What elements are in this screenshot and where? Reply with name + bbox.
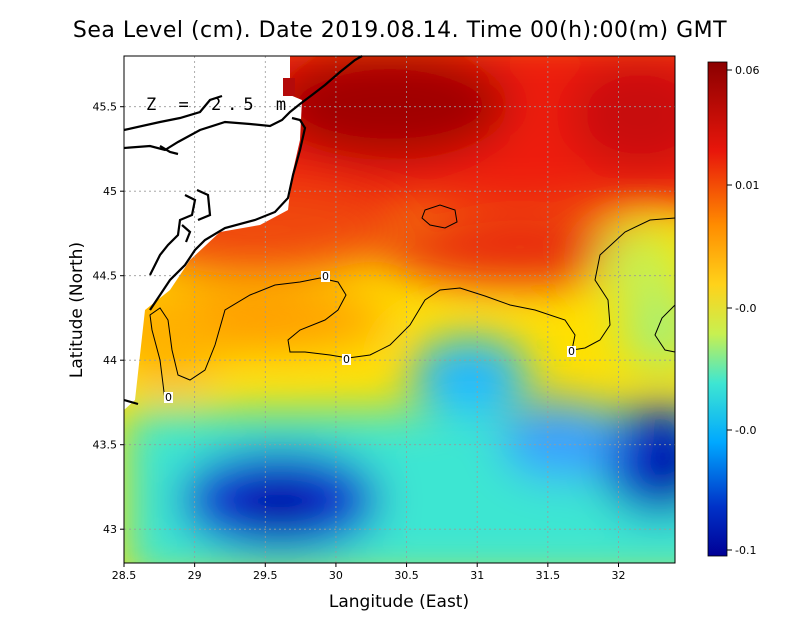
colorbar-tick-label: 0.01 — [735, 179, 760, 192]
x-tick-label: 29 — [188, 569, 202, 582]
coastline — [123, 55, 363, 406]
svg-text:0: 0 — [165, 391, 172, 404]
y-tick-label: 43 — [103, 523, 117, 536]
x-tick-label: 31.5 — [536, 569, 561, 582]
colorbar-tick-label: -0.0 — [735, 424, 756, 437]
gridlines — [124, 56, 675, 563]
x-tick-label: 28.5 — [112, 569, 137, 582]
depth-label: Z = 2.5 m — [146, 95, 292, 115]
x-tick-label: 30 — [329, 569, 343, 582]
x-tick-label: 31 — [470, 569, 484, 582]
zero-contours — [149, 204, 676, 401]
x-axis-label: Langitude (East) — [329, 592, 469, 612]
y-tick-label: 44.5 — [93, 270, 118, 283]
colorbar-tick-label: -0.1 — [735, 544, 756, 557]
svg-text:0: 0 — [322, 270, 329, 283]
contour-labels: 0 0 0 0 — [164, 270, 576, 404]
chart-title: Sea Level (cm). Date 2019.08.14. Time 00… — [72, 18, 728, 43]
x-axis-ticks: 28.5 29 29.5 30 30.5 31 31.5 32 — [112, 563, 625, 582]
colorbar-tick-label: -0.0 — [735, 302, 756, 315]
land-mask — [124, 56, 302, 410]
y-tick-label: 43.5 — [93, 439, 118, 452]
y-tick-label: 44 — [103, 354, 117, 367]
contour-label: 0 — [342, 353, 351, 366]
contour-label: 0 — [567, 345, 576, 358]
x-tick-label: 30.5 — [394, 569, 419, 582]
plot-frame — [123, 55, 676, 564]
y-tick-label: 45.5 — [93, 101, 118, 114]
contour-label: 0 — [164, 391, 173, 404]
contour-label: 0 — [321, 270, 330, 283]
colorbar-tick-label: 0.06 — [735, 64, 760, 77]
colorbar — [707, 61, 728, 557]
x-tick-label: 32 — [611, 569, 625, 582]
svg-text:0: 0 — [343, 353, 350, 366]
x-tick-label: 29.5 — [253, 569, 278, 582]
y-axis-label: Latitude (North) — [67, 242, 87, 378]
svg-text:0: 0 — [568, 345, 575, 358]
colorbar-ticks: 0.06 0.01 -0.0 -0.0 -0.1 — [727, 64, 760, 557]
y-tick-label: 45 — [103, 185, 117, 198]
y-axis-ticks: 43 43.5 44 44.5 45 45.5 — [93, 101, 124, 536]
